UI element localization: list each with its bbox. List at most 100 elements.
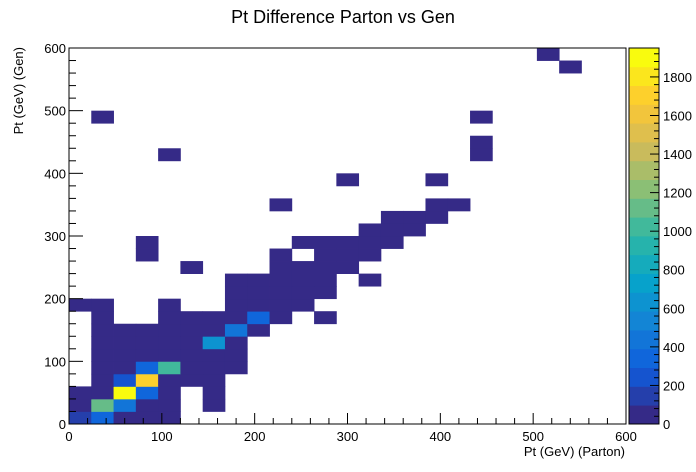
z-tick-label: 800 <box>663 263 685 278</box>
y-tick-label: 200 <box>44 292 66 307</box>
z-tick-label: 0 <box>663 417 670 432</box>
heatmap-cell <box>470 135 493 149</box>
heatmap-cell <box>113 411 137 425</box>
heatmap-cell <box>358 223 382 237</box>
heatmap-cell <box>180 311 204 325</box>
heatmap-cell <box>224 311 248 325</box>
heatmap-cell <box>247 323 270 337</box>
heatmap-cell <box>91 411 114 425</box>
heatmap-cell <box>447 198 471 212</box>
heatmap-cell <box>158 411 181 425</box>
heatmap-cell <box>113 348 137 362</box>
heatmap-cell <box>113 361 137 375</box>
heatmap-cell <box>135 411 159 425</box>
heatmap-cell <box>113 386 137 400</box>
heatmap-cell <box>314 311 337 325</box>
x-tick-label: 0 <box>65 429 72 444</box>
heatmap-cell <box>202 373 226 387</box>
z-tick-label: 1800 <box>663 70 692 85</box>
heatmap-cell <box>91 361 114 375</box>
heatmap-cells <box>69 48 582 425</box>
z-tick-label: 1200 <box>663 186 692 201</box>
heatmap-cell <box>224 286 248 300</box>
heatmap-cell <box>135 386 159 400</box>
z-tick-label: 200 <box>663 378 685 393</box>
heatmap-cell <box>224 273 248 287</box>
x-tick-label: 100 <box>151 429 173 444</box>
heatmap-cell <box>202 361 226 375</box>
x-tick-label: 400 <box>429 429 451 444</box>
y-tick-label: 400 <box>44 166 66 181</box>
heatmap-cell <box>91 348 114 362</box>
color-scale-band <box>629 367 659 387</box>
heatmap-cell <box>202 323 226 337</box>
heatmap-cell <box>336 173 360 187</box>
heatmap-cell <box>180 336 204 350</box>
heatmap-cell <box>380 223 404 237</box>
heatmap-cell <box>135 348 159 362</box>
heatmap-cell <box>559 60 582 74</box>
color-scale-band <box>629 217 659 237</box>
color-scale-band <box>629 198 659 218</box>
z-tick-label: 1600 <box>663 108 692 123</box>
color-scale-band <box>629 330 659 350</box>
heatmap-cell <box>180 261 204 274</box>
z-tick-label: 600 <box>663 301 685 316</box>
heatmap-cell <box>336 261 360 274</box>
heatmap-cell <box>91 373 114 387</box>
color-scale-band <box>629 104 659 124</box>
heatmap-cell <box>135 336 159 350</box>
heatmap-cell <box>135 248 159 262</box>
color-scale-band <box>629 386 659 406</box>
heatmap-cell <box>91 311 114 325</box>
heatmap-cell <box>135 236 159 249</box>
z-tick-label: 1000 <box>663 224 692 239</box>
heatmap-cell <box>158 336 181 350</box>
heatmap-cell <box>180 323 204 337</box>
x-axis: 0 100 200 300 400 500 600 <box>65 413 637 444</box>
heatmap-cell <box>247 311 270 325</box>
heatmap-cell <box>425 173 449 187</box>
x-tick-label: 300 <box>337 429 359 444</box>
color-scale: 0 200 400 600 800 1000 1200 1400 1600 1800 <box>628 47 692 432</box>
y-tick-label: 100 <box>44 354 66 369</box>
color-scale-band <box>629 273 659 293</box>
heatmap-cell <box>314 248 337 262</box>
heatmap-cell <box>224 348 248 362</box>
heatmap-cell <box>291 236 315 249</box>
heatmap-cell <box>425 210 449 224</box>
chart-title: Pt Difference Parton vs Gen <box>231 7 455 27</box>
heatmap-cell <box>91 336 114 350</box>
heatmap-cell <box>247 273 270 287</box>
heatmap-cell <box>202 348 226 362</box>
heatmap-cell <box>403 223 426 237</box>
heatmap-cell <box>314 286 337 300</box>
heatmap-cell <box>180 373 204 387</box>
heatmap-cell <box>380 210 404 224</box>
heatmap-cell <box>202 398 226 412</box>
heatmap-cell <box>224 298 248 312</box>
heatmap-cell <box>113 336 137 350</box>
heatmap-cell <box>69 298 92 312</box>
heatmap-cell <box>291 298 315 312</box>
heatmap-cell <box>224 323 248 337</box>
color-scale-band <box>629 123 659 143</box>
heatmap-cell <box>135 361 159 375</box>
heatmap-cell <box>69 398 92 412</box>
heatmap-cell <box>224 361 248 375</box>
heatmap-cell <box>158 348 181 362</box>
heatmap-cell <box>69 386 92 400</box>
heatmap-cell <box>158 361 181 375</box>
z-tick-label: 1400 <box>663 147 692 162</box>
heatmap-cell <box>91 110 114 124</box>
heatmap-cell <box>135 398 159 412</box>
heatmap-cell <box>158 148 181 162</box>
color-scale-band <box>629 48 659 68</box>
y-tick-label: 600 <box>44 41 66 56</box>
heatmap-cell <box>291 286 315 300</box>
color-scale-band <box>629 236 659 256</box>
y-tick-label: 500 <box>44 104 66 119</box>
heatmap-cell <box>269 273 293 287</box>
y-axis: 0 100 200 300 400 500 600 <box>44 41 83 432</box>
